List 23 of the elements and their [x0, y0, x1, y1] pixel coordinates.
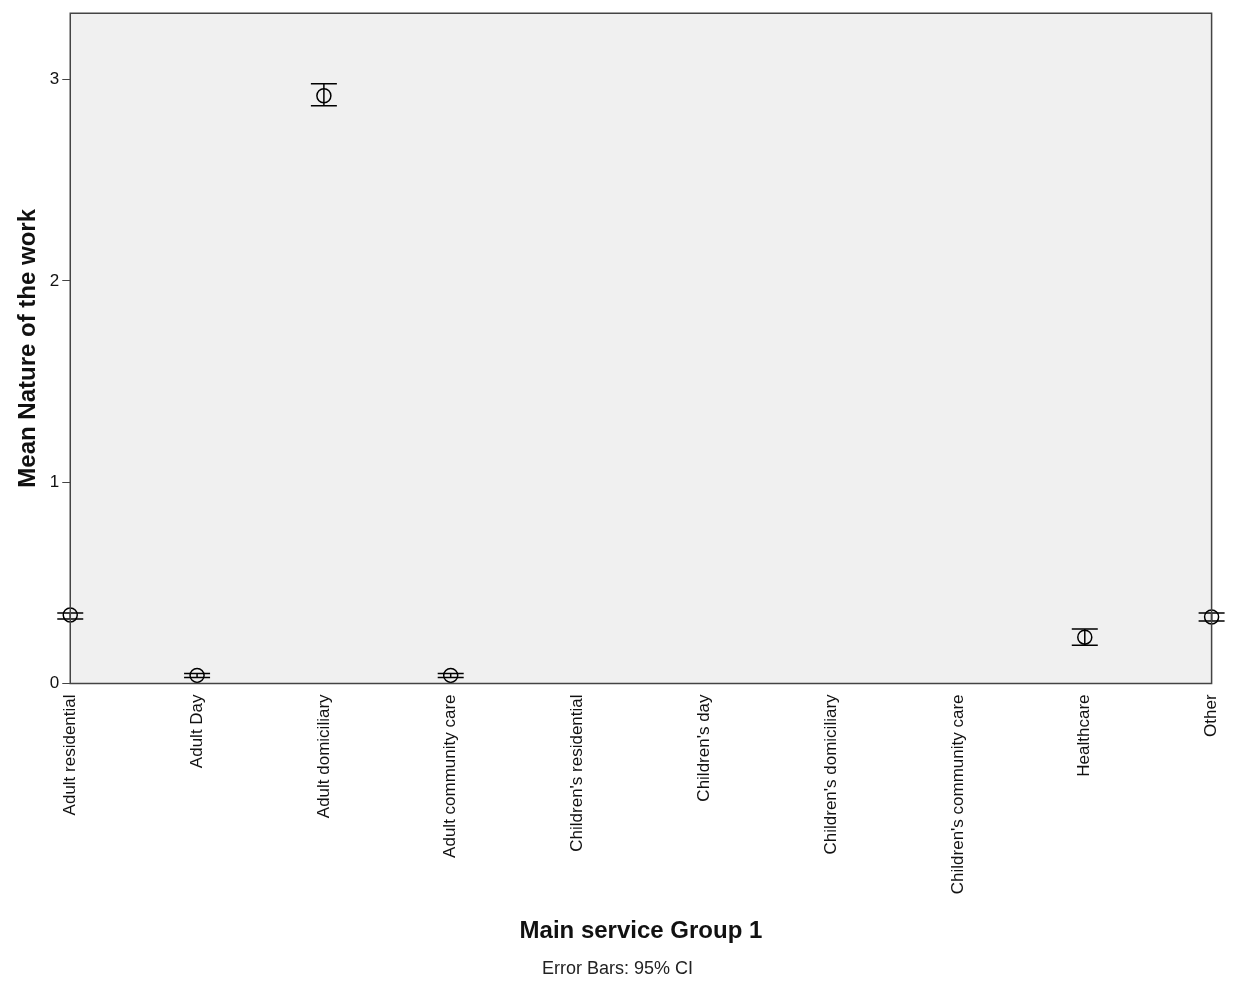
point — [189, 667, 205, 684]
x-tick-label: Adult domiciliary — [313, 693, 333, 819]
x-tick-label: Children's community care — [947, 694, 967, 895]
x-tick-label: Children's domiciliary — [820, 693, 840, 855]
y-tick-label: 3 — [49, 69, 60, 89]
y-tick-label: 2 — [49, 270, 60, 290]
y-tick-label: 0 — [49, 673, 60, 693]
point — [316, 87, 332, 104]
text: Error Bars: 95% CI — [540, 958, 694, 979]
x-tick-label: Other — [1201, 694, 1221, 737]
x-tick-label: Adult Day — [186, 693, 206, 769]
x-tick-label: Children's day — [694, 693, 714, 802]
point — [62, 607, 79, 623]
point — [1077, 629, 1093, 645]
x-tick-label: Healthcare — [1074, 694, 1094, 777]
x-tick-label: Children's residential — [567, 694, 587, 852]
point — [442, 667, 459, 684]
x-tick-label: Adult community care — [440, 694, 460, 858]
y-tick-label: 1 — [49, 471, 60, 491]
x-tick-label: Adult residential — [59, 694, 79, 816]
point — [1203, 609, 1220, 625]
x-axis-title: Main service Group 1 — [519, 916, 763, 944]
y-axis-title: Mean Nature of the work — [13, 208, 41, 488]
